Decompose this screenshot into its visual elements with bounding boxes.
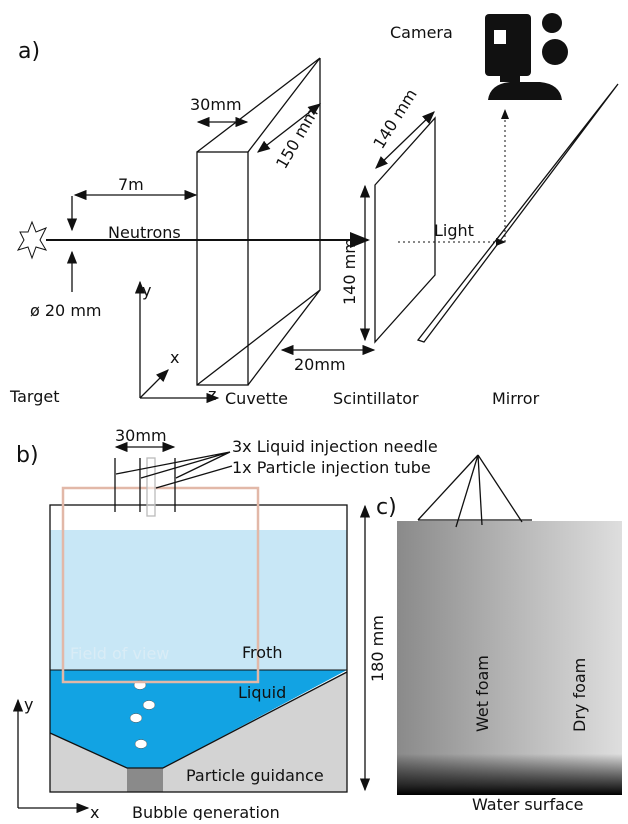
- panel-b: b) 30mm 3x Liquid injection needle 1x Pa…: [16, 426, 438, 820]
- panel-label: a): [18, 39, 40, 64]
- callout: 3x Liquid injection needle: [232, 437, 438, 456]
- axis-label: y: [24, 695, 33, 714]
- region-label: Bubble generation: [132, 803, 280, 820]
- axis-label: x: [90, 803, 99, 820]
- axis-label: x: [170, 348, 179, 367]
- dimension-label: 150 mm: [272, 105, 322, 172]
- fov-label: Field of view: [70, 644, 169, 663]
- bubble-generator: [127, 768, 163, 792]
- region-label: Liquid: [238, 683, 286, 702]
- panel-a: a) Camera 30mm 150 mm 140 mm 7m Neutrons…: [9, 13, 618, 408]
- dimension-label: 20mm: [294, 355, 346, 374]
- panel-label: c): [376, 495, 397, 520]
- callout: 1x Particle injection tube: [232, 458, 431, 477]
- region-label: Particle guidance: [186, 766, 324, 785]
- dimension-label: 30mm: [115, 426, 167, 445]
- component-label: Cuvette: [225, 389, 288, 408]
- beam-label: Neutrons: [108, 223, 181, 242]
- component-label: Scintillator: [333, 389, 419, 408]
- region-label: Water surface: [472, 795, 584, 814]
- region-label: Dry foam: [570, 658, 589, 732]
- dimension-label: 180 mm: [368, 615, 387, 682]
- camera-icon: [485, 13, 568, 100]
- panel-c: c) Wet foam Dry foam Water surface: [376, 455, 622, 814]
- target-icon: [18, 222, 46, 258]
- mirror: [418, 84, 618, 342]
- panel-label: b): [16, 443, 39, 468]
- dimension-label: 140 mm: [340, 238, 359, 305]
- region-label: Wet foam: [473, 655, 492, 732]
- camera-label: Camera: [390, 23, 453, 42]
- region-label: Froth: [242, 643, 282, 662]
- figure: a) Camera 30mm 150 mm 140 mm 7m Neutrons…: [0, 0, 628, 820]
- dimension-label: 7m: [118, 175, 144, 194]
- component-label: Target: [9, 387, 60, 406]
- light-label: Light: [434, 221, 474, 240]
- component-label: Mirror: [492, 389, 540, 408]
- dimension-label: ø 20 mm: [30, 301, 102, 320]
- needle-pointers: [418, 455, 532, 527]
- axis-label: y: [142, 281, 151, 300]
- dimension-label: 30mm: [190, 95, 242, 114]
- axis-label: z: [208, 385, 216, 404]
